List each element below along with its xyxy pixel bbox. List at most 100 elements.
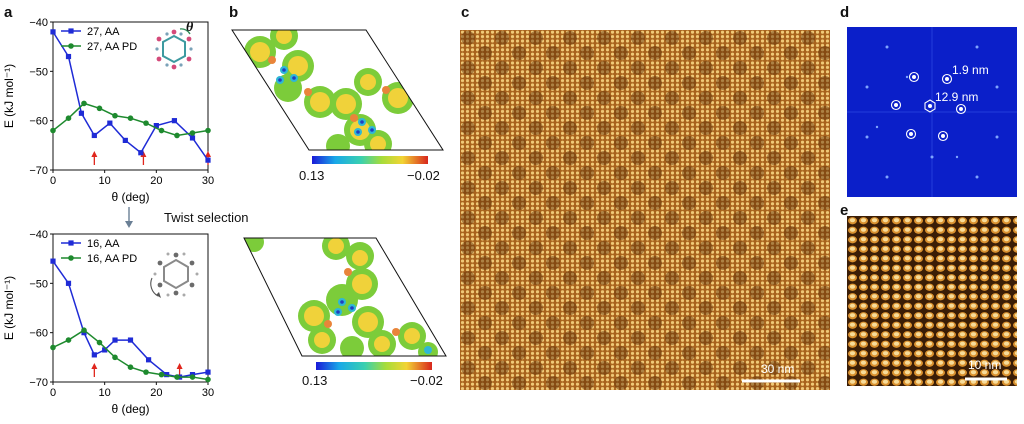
- data-point: [65, 337, 72, 343]
- data-point: [171, 118, 178, 124]
- data-point: [143, 369, 149, 375]
- data-point: [127, 364, 134, 370]
- colorbar-top-min: 0.13: [299, 168, 325, 183]
- x-tick-label-1: 30: [202, 387, 214, 399]
- data-point: [91, 352, 97, 358]
- data-point: [96, 339, 103, 346]
- x-tick-label-0: 0: [50, 175, 56, 187]
- data-point: [127, 337, 134, 343]
- scalebar-c-label: 30 nm: [761, 362, 795, 376]
- data-point: [112, 354, 118, 361]
- data-point: [50, 258, 56, 264]
- data-point: [107, 120, 113, 126]
- esp-map-bottom: [243, 237, 447, 357]
- data-point: [153, 123, 159, 129]
- x-axis-label-0: θ (deg): [111, 190, 149, 204]
- plot-frame-1: [52, 233, 209, 383]
- y-tick-label-0: −60: [29, 116, 48, 128]
- data-point: [96, 105, 103, 112]
- theta-symbol: θ: [186, 20, 194, 35]
- data-point: [122, 137, 128, 143]
- data-point: [81, 327, 87, 333]
- colorbar-bottom: [316, 362, 432, 370]
- x-tick-label-0: 20: [150, 175, 162, 187]
- legend-marker: [68, 43, 74, 49]
- panel-label-a: a: [4, 4, 13, 21]
- legend-label-0-0: 27, AA: [87, 26, 120, 38]
- y-tick-label-1: −70: [29, 377, 48, 389]
- stm-image-zoom: [847, 216, 1017, 386]
- data-point: [174, 374, 180, 380]
- fft-image: [847, 27, 1017, 197]
- data-point: [143, 120, 149, 126]
- data-point: [78, 110, 85, 116]
- stm-image-large: [460, 30, 830, 390]
- data-point: [164, 372, 170, 378]
- data-point: [102, 347, 108, 353]
- data-point: [145, 357, 152, 363]
- x-tick-label-1: 0: [50, 387, 56, 399]
- panel-label-d: d: [840, 4, 850, 21]
- panel-label-b: b: [229, 4, 239, 21]
- legend-marker: [68, 255, 74, 261]
- x-tick-label-0: 10: [99, 175, 111, 187]
- x-tick-label-0: 30: [202, 175, 214, 187]
- y-tick-label-0: −40: [29, 17, 48, 29]
- molecule-16-icon: [150, 252, 199, 298]
- panel-label-e: e: [840, 202, 849, 219]
- energy-chart-bottom: −40 −50 −60 −700 10 20 30 θ (deg) E (kJ mol⁻¹) 16…: [2, 229, 214, 416]
- fft-label-small: 1.9 nm: [952, 63, 989, 77]
- data-point: [50, 127, 56, 134]
- y-tick-label-0: −50: [29, 66, 48, 78]
- scalebar-e-label: 10 nm: [968, 358, 1002, 372]
- y-tick-label-1: −40: [29, 229, 48, 241]
- data-point: [127, 115, 134, 121]
- colorbar-bottom-max: −0.02: [410, 373, 443, 388]
- data-point: [205, 157, 211, 163]
- legend-label-1-0: 16, AA: [87, 238, 120, 250]
- y-tick-label-1: −60: [29, 328, 48, 340]
- y-tick-label-1: −50: [29, 278, 48, 290]
- data-point: [205, 376, 211, 383]
- data-point: [205, 369, 211, 375]
- legend-marker: [68, 240, 74, 246]
- data-point: [65, 115, 72, 121]
- data-point: [158, 371, 165, 378]
- panel-label-c: c: [461, 4, 470, 21]
- twist-selection-label: Twist selection: [164, 210, 249, 225]
- data-point: [50, 344, 56, 351]
- legend-marker: [68, 28, 74, 34]
- data-point: [112, 337, 118, 343]
- legend-label-1-1: 16, AA PD: [87, 253, 137, 265]
- esp-map-top: [231, 29, 444, 151]
- data-point: [112, 112, 118, 119]
- data-point: [205, 127, 211, 134]
- minimum-arrow-icon: [91, 363, 98, 377]
- data-point: [189, 130, 196, 136]
- data-point: [65, 53, 72, 60]
- twist-arrow-icon: [125, 207, 133, 228]
- y-axis-label-0: E (kJ mol⁻¹): [2, 64, 16, 128]
- x-tick-label-1: 10: [99, 387, 111, 399]
- colorbar-bottom-min: 0.13: [302, 373, 328, 388]
- data-point: [158, 127, 165, 134]
- minimum-arrow-icon: [91, 151, 98, 165]
- x-axis-label-1: θ (deg): [111, 402, 149, 416]
- molecule-27-icon: [155, 28, 193, 70]
- data-point: [174, 132, 180, 139]
- y-tick-label-0: −70: [29, 165, 48, 177]
- colorbar-top: [312, 156, 428, 164]
- data-point: [91, 132, 97, 139]
- data-point: [81, 100, 87, 107]
- legend-label-0-1: 27, AA PD: [87, 41, 137, 53]
- data-point: [189, 374, 196, 380]
- energy-chart-top: −40 −50 −60 −700 10 20 30 θ (deg) E (kJ mol⁻¹) 27…: [2, 17, 214, 204]
- data-point: [138, 150, 144, 156]
- data-point: [50, 29, 56, 35]
- fft-label-large: 12.9 nm: [935, 90, 979, 104]
- data-point: [65, 280, 72, 286]
- x-tick-label-1: 20: [150, 387, 162, 399]
- data-point: [189, 135, 196, 141]
- y-axis-label-1: E (kJ mol⁻¹): [2, 276, 16, 340]
- colorbar-top-max: −0.02: [407, 168, 440, 183]
